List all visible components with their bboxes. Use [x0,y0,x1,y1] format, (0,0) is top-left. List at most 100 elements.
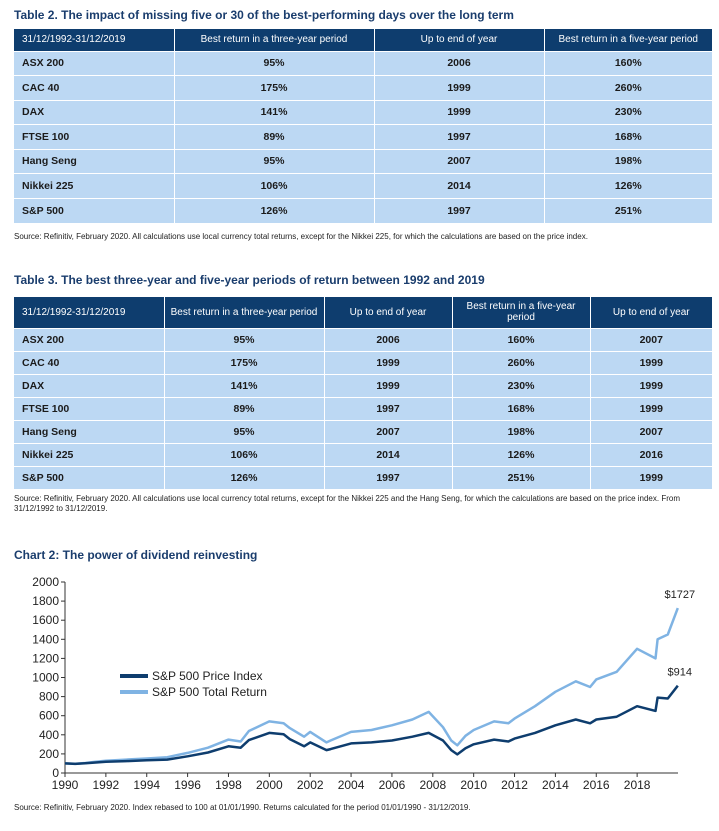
dividend-line-chart: 0 200 400 600 800 1000 1200 1400 1600 1800 2000 199… [32,575,695,792]
x-tick-label: 2004 [338,778,365,792]
chart-source: Source: Refinitiv, February 2020. Index … [14,803,471,812]
value-cell: 168% [452,396,591,420]
chart-series [64,607,679,766]
x-tick-label: 2014 [542,778,569,792]
value-cell: 175% [164,350,325,374]
series-line-total-return [64,607,679,766]
row-label-cell: S&P 500 [14,465,165,489]
end-value-label: $914 [668,667,692,679]
x-tick-label: 2018 [624,778,651,792]
table-row: S&P 500 126% 1997 251% 1999 [14,465,712,489]
value-cell: 1999 [374,75,545,100]
chart-legend: S&P 500 Price Index S&P 500 Total Return [120,669,267,699]
value-cell: 1997 [374,197,545,223]
value-cell: 198% [452,419,591,443]
row-label-cell: CAC 40 [14,75,175,100]
y-tick-label: 600 [39,709,59,723]
value-cell: 2007 [324,419,453,443]
row-label-cell: ASX 200 [14,327,165,351]
x-tick-label: 1998 [215,778,242,792]
table-row: DAX 141% 1999 230% 1999 [14,373,712,397]
chart-annotations: $1727 $914 [664,589,695,679]
table-row: Hang Seng 95% 2007 198% 2007 [14,419,712,443]
chart-title: Chart 2: The power of dividend reinvesti… [14,548,258,562]
y-tick-label: 200 [39,747,59,761]
x-tick-label: 1994 [133,778,160,792]
value-cell: 1999 [590,465,712,489]
row-label-cell: DAX [14,373,165,397]
value-cell: 1999 [590,373,712,397]
value-cell: 126% [544,173,712,198]
table-row: ASX 200 95% 2006 160% [14,50,712,76]
legend-label: S&P 500 Price Index [152,669,263,683]
value-cell: 260% [544,75,712,100]
value-cell: 1999 [324,350,453,374]
table2: 31/12/1992-31/12/2019 Best return in a t… [14,29,712,223]
value-cell: 2006 [374,50,545,76]
table-row: FTSE 100 89% 1997 168% 1999 [14,396,712,420]
value-cell: 106% [174,173,375,198]
row-label-cell: FTSE 100 [14,124,175,149]
value-cell: 126% [174,197,375,223]
value-cell: 2007 [590,419,712,443]
row-label-cell: Nikkei 225 [14,173,175,198]
value-cell: 95% [174,148,375,174]
table2-title: Table 2. The impact of missing five or 3… [14,8,514,22]
value-cell: 141% [174,99,375,125]
row-label-cell: S&P 500 [14,197,175,223]
row-label-cell: DAX [14,99,175,125]
y-tick-label: 1800 [32,594,59,608]
y-tick-label: 1000 [32,671,59,685]
table-row: FTSE 100 89% 1997 168% [14,124,712,149]
table-row: Hang Seng 95% 2007 198% [14,148,712,174]
value-cell: 160% [452,327,591,351]
x-tick-label: 2008 [419,778,446,792]
value-cell: 1997 [324,396,453,420]
value-cell: 1999 [590,350,712,374]
value-cell: 1997 [374,124,545,149]
value-cell: 126% [452,442,591,466]
table-row: S&P 500 126% 1997 251% [14,197,712,223]
value-cell: 89% [174,124,375,149]
table-row: CAC 40 175% 1999 260% [14,75,712,100]
y-tick-label: 0 [52,766,59,780]
x-tick-label: 1992 [93,778,120,792]
row-label-cell: Nikkei 225 [14,442,165,466]
value-cell: 2014 [324,442,453,466]
legend-label: S&P 500 Total Return [152,685,267,699]
value-cell: 260% [452,350,591,374]
y-tick-label: 800 [39,690,59,704]
value-cell: 95% [174,50,375,76]
row-label-cell: Hang Seng [14,419,165,443]
table3-source: Source: Refinitiv, February 2020. All ca… [14,494,680,513]
table-row: CAC 40 175% 1999 260% 1999 [14,350,712,374]
row-label-cell: ASX 200 [14,50,175,76]
x-tick-label: 2000 [256,778,283,792]
x-tick-label: 2010 [460,778,487,792]
value-cell: 1997 [324,465,453,489]
row-label-cell: Hang Seng [14,148,175,174]
value-cell: 2007 [374,148,545,174]
value-cell: 1999 [374,99,545,125]
series-line-price-index [64,684,679,766]
value-cell: 95% [164,419,325,443]
table3-header-period: 31/12/1992-31/12/2019 [14,297,165,328]
table2-header-end-year: Up to end of year [374,29,545,51]
table-row: DAX 141% 1999 230% [14,99,712,125]
x-tick-label: 1996 [174,778,201,792]
x-tick-label: 2012 [501,778,528,792]
value-cell: 1999 [324,373,453,397]
x-tick-label: 2002 [297,778,324,792]
row-label-cell: FTSE 100 [14,396,165,420]
value-cell: 106% [164,442,325,466]
value-cell: 198% [544,148,712,174]
table3-header-end-year-5: Up to end of year [590,297,712,328]
table-row: Nikkei 225 106% 2014 126% 2016 [14,442,712,466]
x-tick-label: 1990 [52,778,79,792]
table-row: Nikkei 225 106% 2014 126% [14,173,712,198]
value-cell: 2016 [590,442,712,466]
y-tick-label: 1400 [32,632,59,646]
table2-header-three-year: Best return in a three-year period [174,29,375,51]
table3-header-row: 31/12/1992-31/12/2019 Best return in a t… [14,297,712,328]
table3-header-end-year-3: Up to end of year [324,297,453,328]
